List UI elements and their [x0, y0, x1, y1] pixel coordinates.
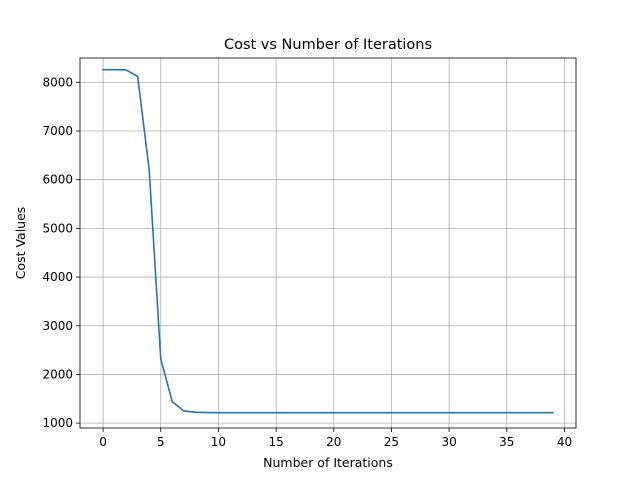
y-tick-label: 7000: [42, 124, 73, 138]
chart-title: Cost vs Number of Iterations: [224, 37, 432, 53]
x-tick-label: 0: [99, 435, 107, 449]
x-axis-label: Number of Iterations: [263, 455, 393, 470]
series-layer: [102, 68, 554, 414]
tick-layer: 0 5 10 15 20 25 30 35 40 1000 2000 3000 4000 5000 6000…: [42, 75, 572, 449]
x-tick-label: 25: [384, 435, 399, 449]
plot-frame: [79, 57, 577, 429]
x-tick-label: 10: [211, 435, 226, 449]
y-tick-label: 2000: [42, 367, 73, 381]
y-tick-label: 4000: [42, 270, 73, 284]
y-tick-label: 6000: [42, 173, 73, 187]
x-tick-label: 30: [441, 435, 456, 449]
x-tick-label: 15: [268, 435, 283, 449]
x-tick-label: 40: [557, 435, 572, 449]
x-tick-label: 35: [499, 435, 514, 449]
x-tick-label: 5: [157, 435, 165, 449]
y-tick-label: 1000: [42, 416, 73, 430]
y-tick-label: 3000: [42, 319, 73, 333]
y-axis-label: Cost Values: [13, 207, 28, 280]
y-tick-label: 5000: [42, 221, 73, 235]
cost-series-line: [102, 68, 554, 414]
y-tick-label: 8000: [42, 75, 73, 89]
grid-layer: [80, 58, 576, 428]
x-tick-label: 20: [326, 435, 341, 449]
